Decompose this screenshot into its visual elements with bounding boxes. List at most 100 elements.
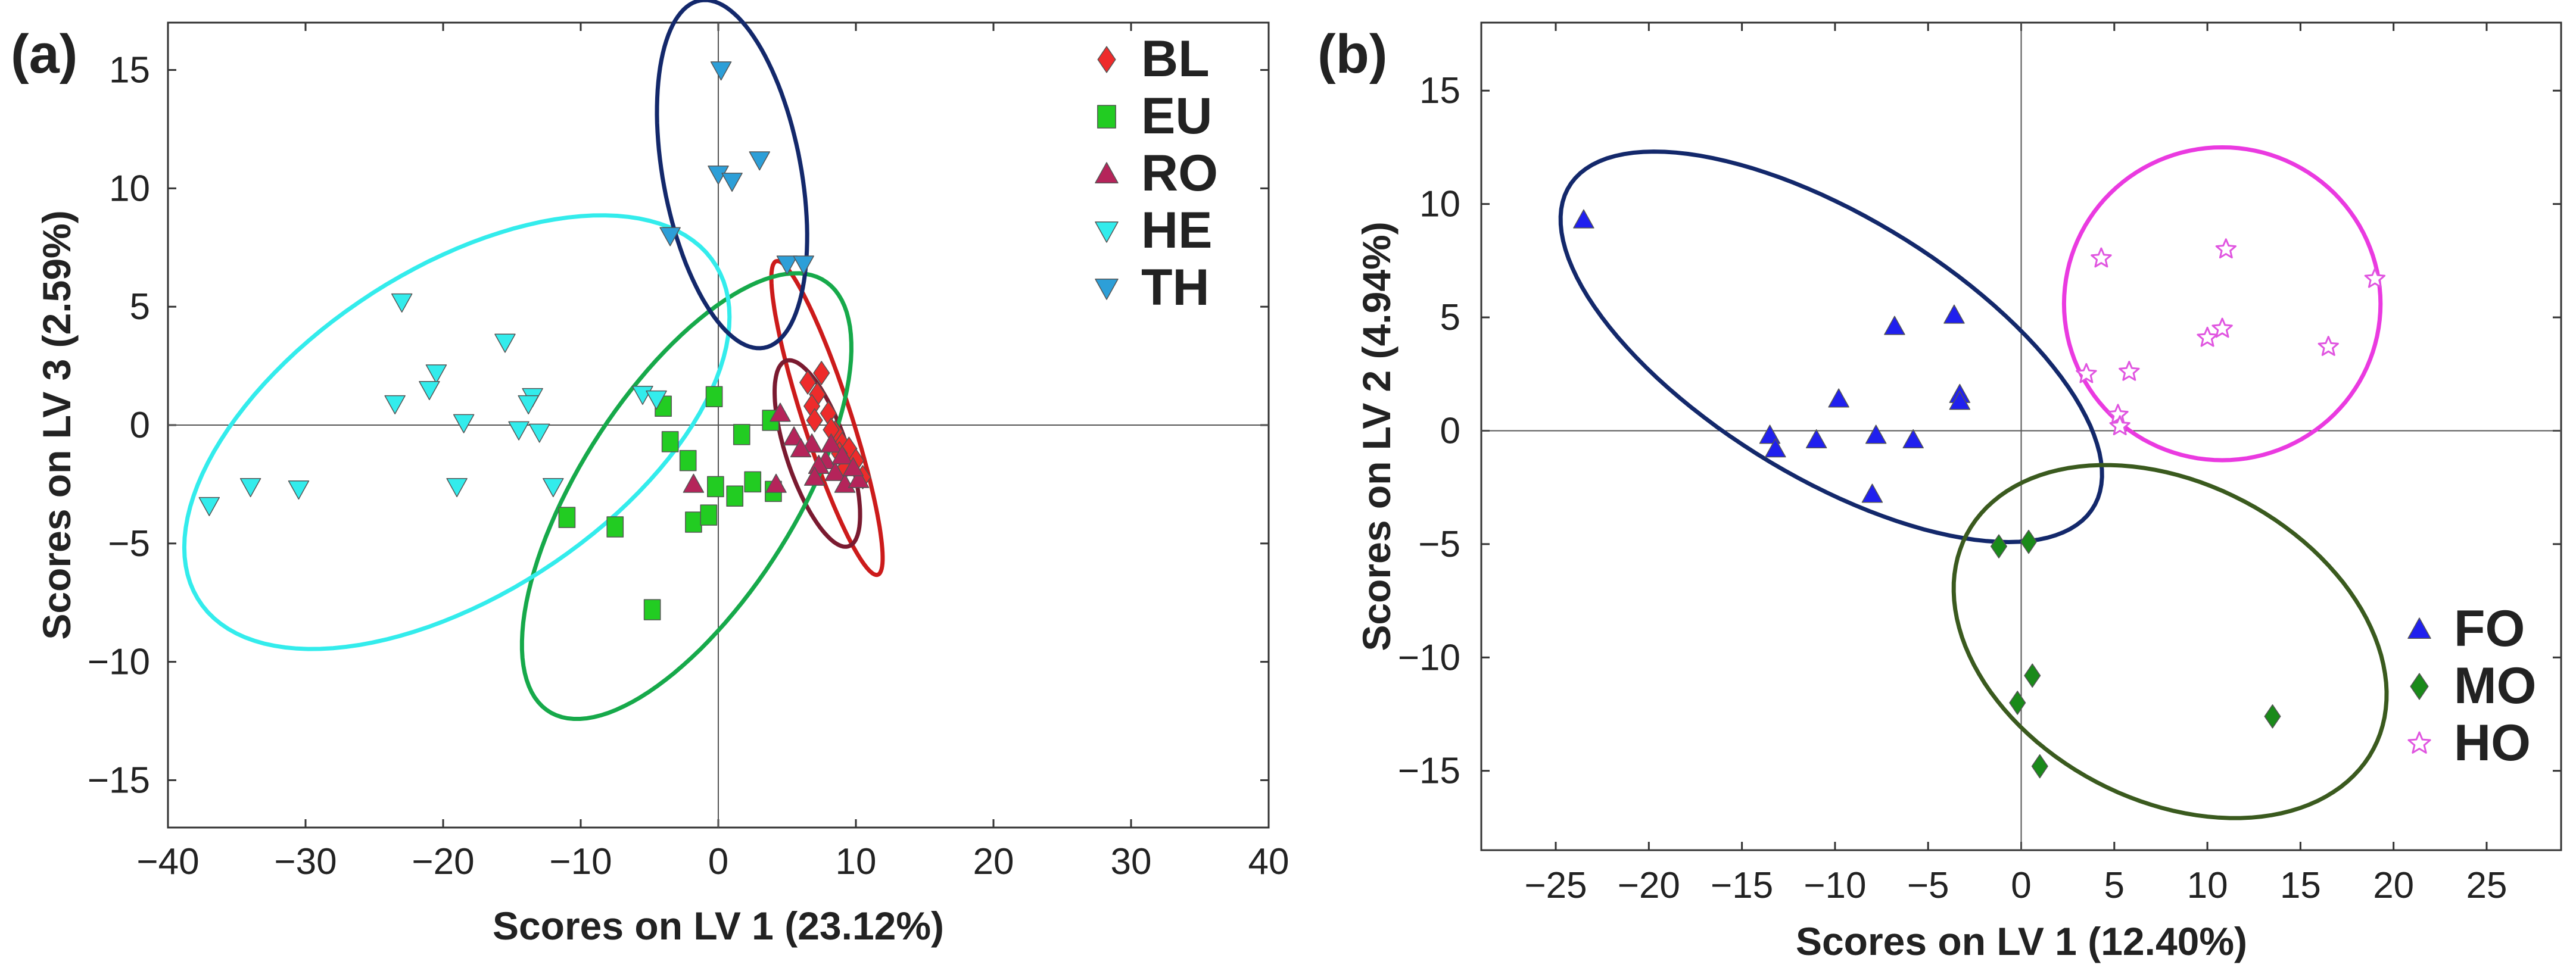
point-he <box>384 395 406 414</box>
point-th <box>776 255 798 275</box>
x-tick-label: 0 <box>708 841 728 882</box>
point-eu <box>661 431 679 452</box>
ellipse-eu <box>519 271 854 721</box>
point-eu <box>558 507 576 528</box>
legend-marker-th <box>1095 279 1119 300</box>
point-mo <box>1990 534 2007 558</box>
legend-label-fo: FO <box>2454 600 2525 657</box>
x-tick-label: −20 <box>1618 865 1680 906</box>
x-tick-label: 40 <box>1248 841 1289 882</box>
point-mo <box>2264 704 2281 729</box>
ellipse-bl <box>769 258 885 577</box>
point-bl <box>813 361 830 385</box>
point-he <box>419 381 440 401</box>
y-tick-label: 5 <box>130 286 150 327</box>
point-he <box>494 333 516 353</box>
point-fo <box>1861 483 1883 503</box>
x-tick-label: −10 <box>1803 865 1866 906</box>
legend-marker-ro <box>1095 162 1119 183</box>
legend-marker-eu <box>1097 105 1116 129</box>
point-he <box>528 423 550 443</box>
x-tick-label: −25 <box>1524 865 1587 906</box>
y-tick-label: 15 <box>1419 70 1460 111</box>
ellipse-mo <box>1951 463 2389 820</box>
point-eu <box>643 599 661 620</box>
ellipse-he <box>182 213 732 651</box>
point-eu <box>733 424 750 445</box>
panel-b-label: (b) <box>1317 24 1387 85</box>
point-ro <box>824 461 846 481</box>
y-tick-label: −5 <box>108 523 150 564</box>
y-tick-label: 0 <box>130 405 150 446</box>
point-mo <box>2020 529 2038 554</box>
point-ro <box>842 457 864 476</box>
x-tick-label: 20 <box>973 841 1014 882</box>
point-fo <box>1949 391 1971 410</box>
legend-label-bl: BL <box>1141 30 1210 88</box>
panel-a: (a) −40 −30 −20 −10 0 10 20 30 40−15−10−5051015 … <box>11 0 1289 948</box>
point-ro <box>770 402 791 422</box>
point-he <box>239 478 261 498</box>
point-ho <box>2091 247 2112 268</box>
point-th <box>749 151 771 171</box>
point-eu <box>679 449 697 472</box>
point-ro <box>765 473 787 493</box>
point-bl <box>799 370 817 395</box>
point-he <box>198 497 220 516</box>
point-ho <box>2215 238 2237 259</box>
point-he <box>543 478 564 498</box>
x-tick-label: 10 <box>836 841 877 882</box>
x-tick-label: −30 <box>274 841 337 882</box>
panel-b-points <box>1573 209 2386 779</box>
point-ro <box>783 426 805 446</box>
ellipse-fo <box>1558 149 2104 545</box>
y-tick-label: −10 <box>88 642 150 683</box>
legend-marker-mo <box>2410 673 2429 700</box>
x-tick-label: −10 <box>549 841 612 882</box>
point-th <box>793 255 814 275</box>
point-eu <box>744 471 762 493</box>
point-th <box>710 61 732 81</box>
x-tick-label: 10 <box>2187 865 2228 906</box>
ellipse-th <box>655 0 809 351</box>
y-tick-label: 5 <box>1440 297 1460 338</box>
panel-b-y-axis-label: Scores on LV 2 (4.94%) <box>1354 221 1398 651</box>
panel-a-label: (a) <box>11 24 77 85</box>
y-tick-label: 10 <box>1419 184 1460 225</box>
point-ro <box>790 438 812 458</box>
panel-b-x-axis-label: Scores on LV 1 (12.40%) <box>1796 919 2247 963</box>
panel-b-zero-lines <box>1481 23 2561 850</box>
point-eu <box>685 511 702 533</box>
y-tick-label: −15 <box>1398 751 1460 792</box>
point-th <box>659 227 681 246</box>
x-tick-label: −40 <box>136 841 199 882</box>
y-tick-label: 15 <box>109 50 150 91</box>
point-fo <box>1805 429 1827 449</box>
x-tick-label: 0 <box>2011 865 2031 906</box>
point-ho <box>2109 415 2130 436</box>
point-he <box>508 421 529 441</box>
point-ho <box>2197 326 2218 347</box>
panel-a-points <box>198 61 871 620</box>
point-ro <box>801 433 823 453</box>
y-tick-label: −5 <box>1418 524 1460 565</box>
legend-label-he: HE <box>1141 202 1212 259</box>
point-he <box>425 364 447 384</box>
point-he <box>288 480 310 500</box>
panel-b: (b) −25 −20 −15 −10 −5 0 5 10 15 20 25 −15 −10 −5 0 5 10… <box>1317 21 2562 963</box>
point-ro <box>803 466 826 486</box>
point-fo <box>1943 304 1965 324</box>
legend-label-eu: EU <box>1141 88 1212 145</box>
point-he <box>391 293 413 313</box>
y-tick-label: 10 <box>109 168 150 209</box>
x-tick-label: −15 <box>1711 865 1773 906</box>
point-ro <box>848 469 870 488</box>
panel-b-ellipses <box>1558 145 2389 820</box>
y-tick-label: −10 <box>1398 637 1460 678</box>
legend-marker-ho <box>2407 731 2431 754</box>
panel-a-ticks: −40 −30 −20 −10 0 10 20 30 40 −15 −10 −5 0 5 10 15 <box>88 23 1289 882</box>
